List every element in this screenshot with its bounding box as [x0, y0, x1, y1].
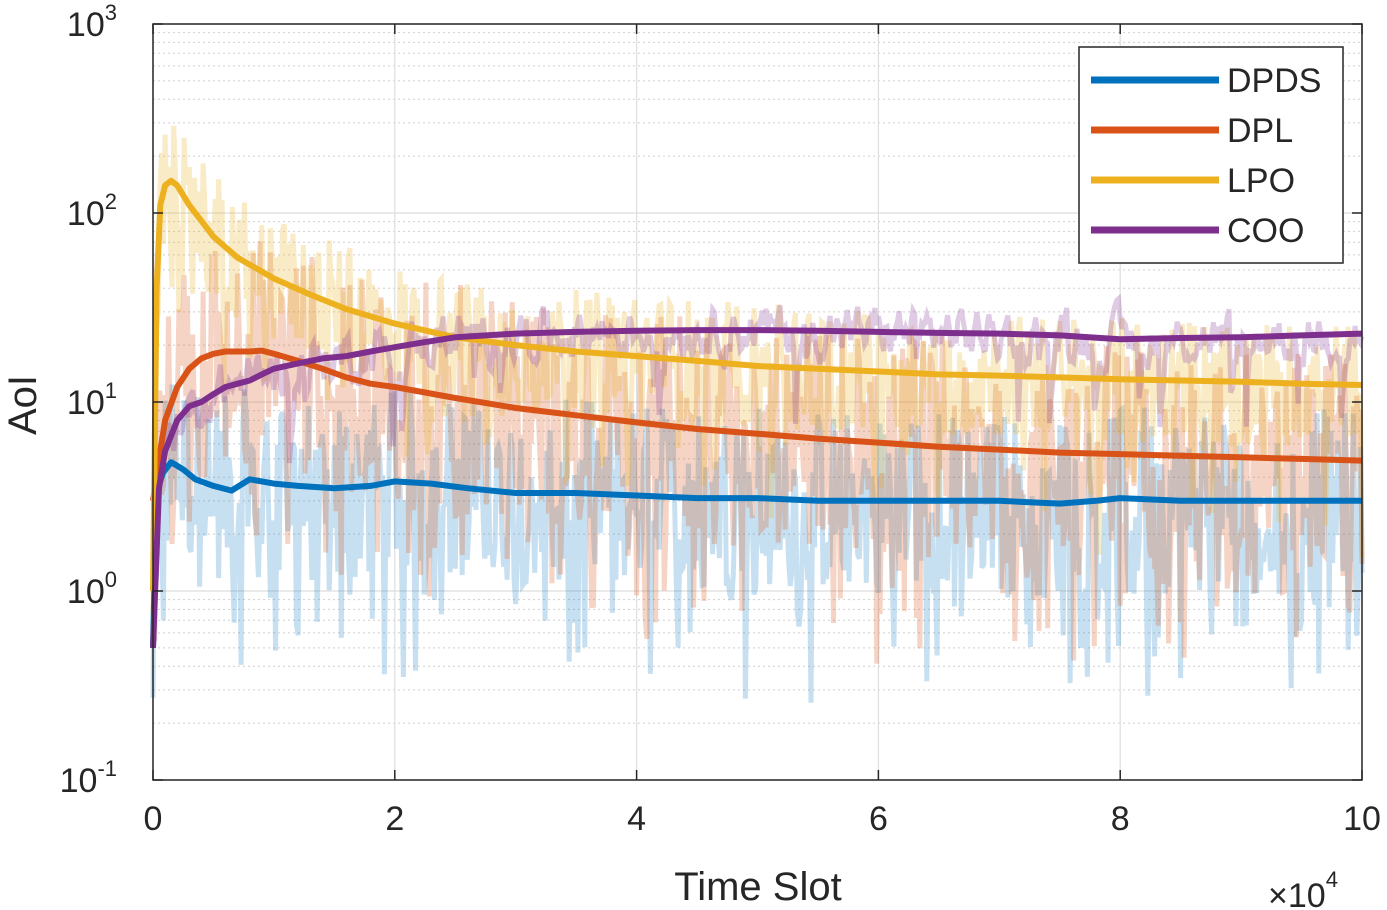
series-line-lpo — [150, 177, 1363, 592]
noise-trace-lpo — [150, 125, 1365, 618]
y-tick-label: 103 — [67, 0, 117, 44]
x-tick-label: 2 — [385, 800, 404, 838]
x-multiplier-exp: 4 — [1326, 867, 1338, 892]
x-axis-title: Time Slot — [674, 865, 841, 909]
axes — [152, 23, 1363, 781]
legend-label-lpo: LPO — [1227, 162, 1295, 200]
x-tick-label: 10 — [1343, 800, 1381, 838]
x-tick-label: 0 — [144, 800, 163, 838]
legend-label-dpl: DPL — [1227, 112, 1293, 150]
series-line-coo — [150, 327, 1363, 649]
series-line-dpds — [150, 459, 1362, 648]
x-tick-label: 8 — [1111, 800, 1130, 838]
legend: DPDS DPL LPO COO — [1078, 46, 1344, 264]
x-tick-label: 4 — [627, 800, 646, 838]
y-tick-label: 101 — [67, 378, 117, 422]
x-multiplier-base: ×10 — [1268, 877, 1326, 910]
legend-label-dpds: DPDS — [1227, 62, 1321, 100]
x-multiplier: ×104 — [1268, 867, 1338, 910]
y-tick-label: 100 — [67, 567, 117, 611]
series-lines — [150, 177, 1363, 649]
y-tick-label: 102 — [67, 189, 117, 233]
x-tick-label: 6 — [869, 800, 888, 838]
series-line-dpl — [150, 347, 1363, 502]
noise-traces — [150, 125, 1365, 703]
legend-label-coo: COO — [1227, 212, 1304, 250]
noise-trace-dpds — [150, 384, 1365, 703]
svg-text:×104: ×104 — [1268, 867, 1338, 910]
noise-trace-coo — [150, 293, 1365, 647]
tick-labels: 0 2 4 6 8 10 10-1 100 101 102 103 — [60, 0, 1381, 838]
y-tick-label: 10-1 — [60, 756, 117, 800]
y-axis-title: AoI — [1, 375, 45, 435]
noise-trace-dpl — [150, 241, 1365, 664]
